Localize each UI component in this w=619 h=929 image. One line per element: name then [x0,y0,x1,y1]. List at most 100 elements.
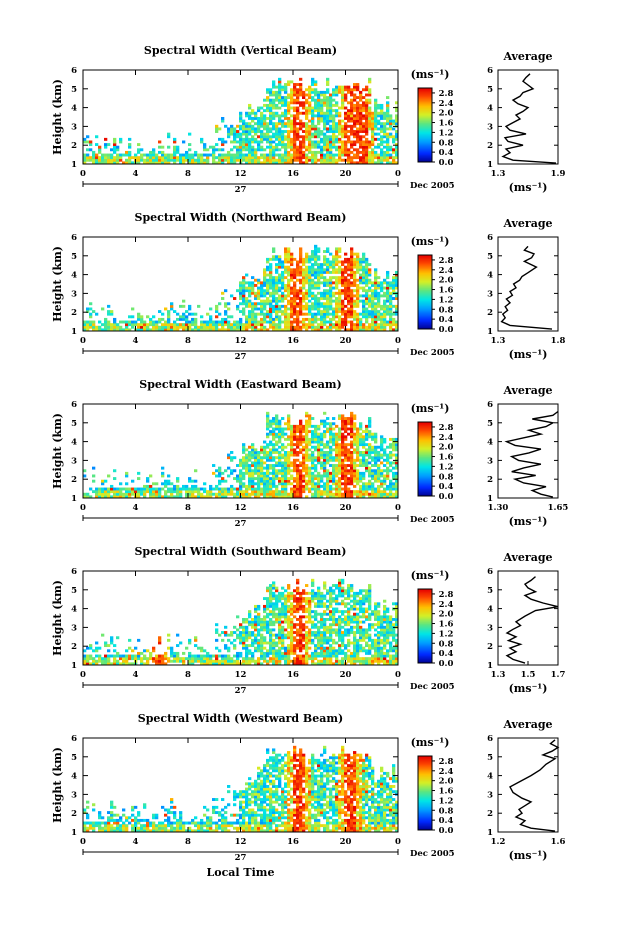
heatmap-cell [314,106,318,110]
heatmap-cell [392,158,396,162]
heatmap-cell [356,109,360,113]
heatmap-cell [359,109,363,113]
heatmap-cell [161,482,165,486]
heatmap-cell [266,156,270,160]
heatmap-cell [305,98,309,102]
heatmap-cell [227,654,231,658]
heatmap-cell [293,268,297,272]
heatmap-cell [152,495,156,499]
heatmap-cell [389,443,393,447]
heatmap-cell [377,479,381,483]
heatmap-cell [188,487,192,491]
heatmap-cell [323,310,327,314]
heatmap-cell [362,260,366,264]
heatmap-cell [299,278,303,282]
heatmap-cell [359,260,363,264]
heatmap-cell [359,276,363,280]
colorbar-segment [418,99,432,101]
heatmap-cell [215,657,219,661]
heatmap-cell [320,451,324,454]
heatmap-cell [359,451,363,454]
heatmap-cell [176,145,180,149]
heatmap-cell [296,471,300,475]
heatmap-cell [167,145,171,149]
heatmap-cell [167,487,171,491]
heatmap-cell [323,281,327,285]
heatmap-cell [356,443,360,447]
heatmap-cell [236,156,240,160]
heatmap-cell [383,320,387,324]
heatmap-cell [320,111,324,115]
heatmap-cell [200,487,204,491]
heatmap-cell [293,435,297,439]
heatmap-cell [167,312,171,316]
heatmap-cell [287,268,291,272]
heatmap-cell [272,471,276,475]
colorbar-tick-label: 2.8 [439,89,454,99]
heatmap-cell [377,490,381,494]
heatmap-cell [356,257,360,261]
heatmap-cell [299,291,303,295]
heatmap-cell [365,98,369,102]
colorbar-segment [418,459,432,461]
heatmap-cell [368,474,372,478]
heatmap-cell [365,448,369,452]
heatmap-cell [248,127,252,131]
heatmap-cell [167,633,171,637]
colorbar-segment [418,493,432,496]
heatmap-cell [314,273,318,277]
heatmap-cell [128,156,132,160]
heatmap-cell [383,124,387,128]
heatmap-cell [314,456,318,460]
heatmap-cell [362,255,366,259]
heatmap-cell [215,161,219,165]
heatmap-cell [116,158,120,162]
heatmap-cell [275,255,279,259]
heatmap-cell [224,662,228,666]
heatmap-cell [368,281,372,285]
x-tick-label: 0 [80,336,86,346]
heatmap-cell [227,127,231,131]
heatmap-cell [380,482,384,486]
heatmap-cell [131,156,135,160]
heatmap-cell [380,328,384,332]
heatmap-cell [302,103,306,107]
heatmap-cell [281,85,285,89]
heatmap-cell [350,474,354,478]
heatmap-cell [149,153,153,157]
heatmap-cell [287,453,291,457]
heatmap-cell [299,156,303,160]
heatmap-cell [248,148,252,152]
colorbar-tick-label: 1.2 [439,295,454,305]
heatmap-cell [275,103,279,107]
heatmap-cell [119,657,123,661]
heatmap-cell [362,495,366,499]
heatmap-cell [386,122,390,126]
heatmap-cell [329,430,333,434]
heatmap-cell [299,451,303,454]
heatmap-cell [374,320,378,324]
heatmap-cell [242,461,246,465]
colorbar-tick-label: 0.8 [439,305,454,315]
heatmap-cell [125,492,129,496]
colorbar-tick-label: 2.4 [439,99,454,109]
heatmap-cell [377,281,381,285]
heatmap-cell [386,453,390,457]
heatmap-cell [119,492,123,496]
heatmap-cell [101,495,105,499]
heatmap-cell [374,448,378,452]
heatmap-cell [215,130,219,133]
heatmap-cell [311,150,315,154]
heatmap-cell [308,307,312,311]
heatmap-cell [371,124,375,128]
heatmap-cell [257,145,261,149]
colorbar-segment [418,461,432,464]
heatmap-cell [188,320,192,324]
heatmap-cell [236,633,240,637]
heatmap-cell [287,325,291,329]
heatmap-cell [239,117,243,120]
heatmap-cell [242,312,246,316]
heatmap-cell [311,445,315,449]
heatmap-cell [128,638,132,642]
heatmap-cell [281,445,285,449]
